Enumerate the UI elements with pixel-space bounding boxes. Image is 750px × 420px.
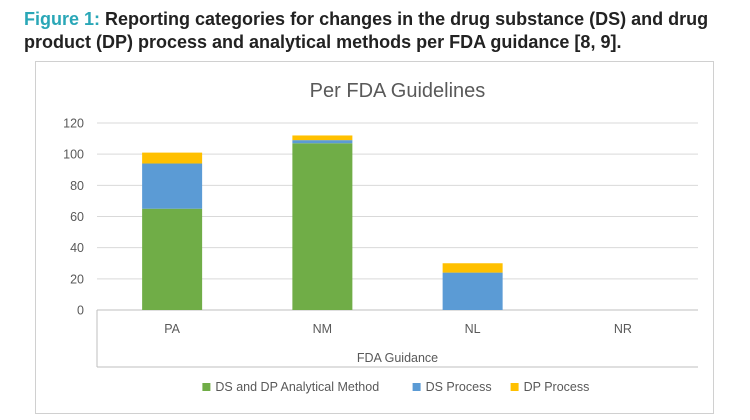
bar-segment — [442, 263, 503, 273]
bar-segment — [142, 152, 203, 164]
caption-text: Reporting categories for changes in the … — [24, 9, 709, 52]
x-tick-label: NL — [465, 322, 481, 336]
y-tick-label: 20 — [70, 272, 84, 286]
bar-segment — [142, 208, 203, 310]
y-tick-label: 60 — [70, 210, 84, 224]
x-tick-label: NM — [313, 322, 332, 336]
stacked-bar-chart: Per FDA Guidelines 0 20 40 60 80 100 120 PA NM NL N… — [63, 80, 698, 394]
legend-label: DS Process — [426, 380, 492, 394]
bar-segment — [292, 140, 353, 144]
bar-segment — [442, 272, 503, 310]
legend-label: DS and DP Analytical Method — [215, 380, 379, 394]
x-tick-label: NR — [614, 322, 632, 336]
y-tick-label: 80 — [70, 179, 84, 193]
y-tick-label: 120 — [63, 117, 84, 131]
y-tick-label: 0 — [77, 304, 84, 318]
x-axis-title: FDA Guidance — [357, 351, 438, 365]
figure-caption: Figure 1: Reporting categories for chang… — [24, 8, 724, 54]
legend-swatch — [510, 383, 519, 391]
chart-title: Per FDA Guidelines — [310, 80, 486, 102]
chart-container: Per FDA Guidelines 0 20 40 60 80 100 120 PA NM NL N… — [35, 61, 714, 414]
bar-segment — [292, 143, 353, 310]
bar-segment — [292, 135, 353, 141]
y-tick-label: 40 — [70, 241, 84, 255]
legend-label: DP Process — [524, 380, 590, 394]
x-tick-label: PA — [164, 322, 180, 336]
caption-label: Figure 1: — [24, 9, 101, 29]
legend-swatch — [202, 383, 211, 391]
bar-segment — [142, 163, 203, 209]
legend-swatch — [412, 383, 421, 391]
y-tick-label: 100 — [63, 148, 84, 162]
